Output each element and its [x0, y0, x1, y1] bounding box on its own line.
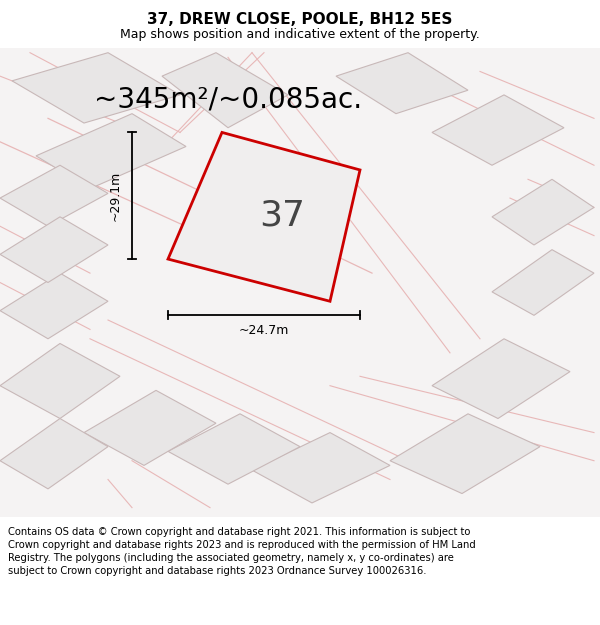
Polygon shape [84, 391, 216, 466]
Bar [0, 517, 600, 625]
Text: 37: 37 [259, 199, 305, 232]
Polygon shape [0, 419, 108, 489]
Polygon shape [12, 52, 180, 123]
Text: subject to Crown copyright and database rights 2023 Ordnance Survey 100026316.: subject to Crown copyright and database … [8, 566, 427, 576]
Polygon shape [492, 249, 594, 316]
Polygon shape [336, 52, 468, 114]
Text: Registry. The polygons (including the associated geometry, namely x, y co-ordina: Registry. The polygons (including the as… [8, 553, 454, 563]
Polygon shape [0, 273, 108, 339]
Text: Map shows position and indicative extent of the property.: Map shows position and indicative extent… [120, 28, 480, 41]
Text: ~345m²/~0.085ac.: ~345m²/~0.085ac. [94, 86, 362, 114]
Polygon shape [168, 132, 360, 301]
Text: Contains OS data © Crown copyright and database right 2021. This information is : Contains OS data © Crown copyright and d… [8, 527, 470, 537]
Polygon shape [252, 432, 390, 503]
Text: ~29.1m: ~29.1m [109, 171, 122, 221]
Polygon shape [492, 179, 594, 245]
Polygon shape [432, 339, 570, 419]
Bar [0, 0, 600, 48]
Polygon shape [36, 114, 186, 189]
Polygon shape [0, 217, 108, 282]
Polygon shape [0, 344, 120, 419]
Polygon shape [0, 165, 108, 226]
Text: ~24.7m: ~24.7m [239, 324, 289, 338]
Polygon shape [162, 52, 288, 127]
Polygon shape [168, 414, 300, 484]
Text: Crown copyright and database rights 2023 and is reproduced with the permission o: Crown copyright and database rights 2023… [8, 540, 476, 550]
Bar [0, 48, 600, 517]
Text: 37, DREW CLOSE, POOLE, BH12 5ES: 37, DREW CLOSE, POOLE, BH12 5ES [148, 12, 452, 27]
Polygon shape [432, 95, 564, 165]
Polygon shape [390, 414, 540, 494]
